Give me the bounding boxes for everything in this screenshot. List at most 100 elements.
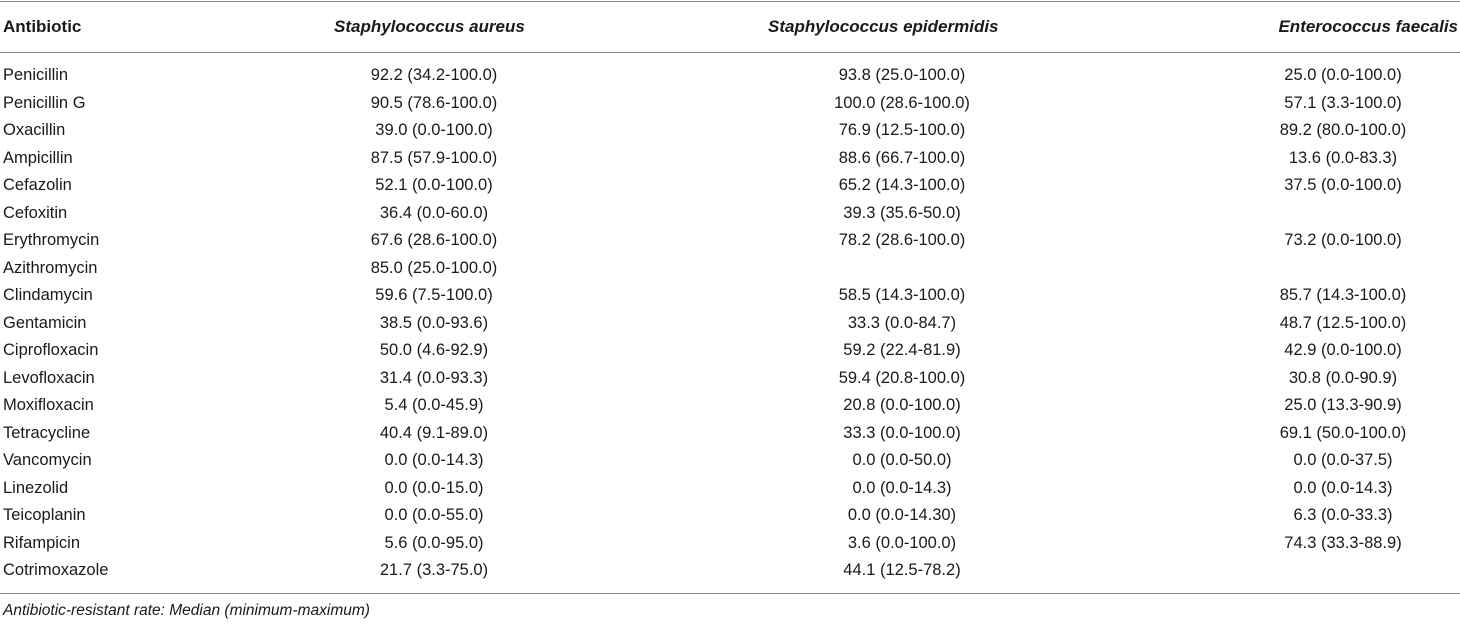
cell-staphylococcus-epidermidis: 93.8 (25.0-100.0) bbox=[838, 66, 966, 84]
cell-enterococcus-faecalis: 0.0 (0.0-14.3) bbox=[1293, 478, 1393, 497]
table-top-rule bbox=[0, 1, 1460, 2]
cell-staphylococcus-aureus: 52.1 (0.0-100.0) bbox=[375, 176, 493, 194]
cell-antibiotic: Linezolid bbox=[3, 478, 69, 497]
cell-staphylococcus-aureus: 21.7 (3.3-75.0) bbox=[379, 561, 489, 579]
table-row: Moxifloxacin 5.4 (0.0-45.9) 20.8 (0.0-100.… bbox=[0, 392, 1460, 420]
header-rule bbox=[0, 52, 1460, 53]
table-row: Ciprofloxacin 50.0 (4.6-92.9) 59.2 (22.4-8… bbox=[0, 337, 1460, 365]
table-row: Levofloxacin 31.4 (0.0-93.3) 59.4 (20.8-10… bbox=[0, 365, 1460, 393]
table-row: Gentamicin 38.5 (0.0-93.6) 33.3 (0.0-84.7)… bbox=[0, 310, 1460, 338]
table-row: Cotrimoxazole 21.7 (3.3-75.0) 44.1 (12.5-7… bbox=[0, 557, 1460, 585]
cell-staphylococcus-aureus: 31.4 (0.0-93.3) bbox=[379, 368, 489, 387]
cell-enterococcus-faecalis: 57.1 (3.3-100.0) bbox=[1284, 93, 1402, 112]
cell-enterococcus-faecalis: 48.7 (12.5-100.0) bbox=[1279, 313, 1407, 332]
table-row: Oxacillin 39.0 (0.0-100.0) 76.9 (12.5-100.… bbox=[0, 117, 1460, 145]
cell-staphylococcus-epidermidis: 65.2 (14.3-100.0) bbox=[838, 176, 966, 194]
cell-enterococcus-faecalis: 0.0 (0.0-37.5) bbox=[1293, 451, 1393, 469]
cell-enterococcus-faecalis: 6.3 (0.0-33.3) bbox=[1293, 506, 1393, 524]
table-row: Penicillin G 90.5 (78.6-100.0) 100.0 (28.6… bbox=[0, 90, 1460, 118]
cell-staphylococcus-aureus: 85.0 (25.0-100.0) bbox=[370, 258, 498, 277]
cell-staphylococcus-aureus: 5.4 (0.0-45.9) bbox=[384, 396, 484, 414]
table-header-row: Antibiotic Staphylococcus aureus Staphyl… bbox=[0, 13, 1460, 41]
cell-staphylococcus-epidermidis: 58.5 (14.3-100.0) bbox=[838, 286, 966, 304]
cell-antibiotic: Clindamycin bbox=[3, 286, 93, 304]
cell-staphylococcus-epidermidis: 39.3 (35.6-50.0) bbox=[843, 203, 961, 222]
cell-enterococcus-faecalis: 73.2 (0.0-100.0) bbox=[1284, 231, 1402, 249]
cell-antibiotic: Levofloxacin bbox=[3, 368, 95, 387]
cell-antibiotic: Cefazolin bbox=[3, 176, 72, 194]
cell-antibiotic: Rifampicin bbox=[3, 533, 81, 552]
cell-staphylococcus-aureus: 50.0 (4.6-92.9) bbox=[379, 341, 489, 359]
cell-antibiotic: Ciprofloxacin bbox=[3, 341, 99, 359]
cell-staphylococcus-epidermidis: 78.2 (28.6-100.0) bbox=[838, 231, 966, 249]
table-row: Linezolid 0.0 (0.0-15.0) 0.0 (0.0-14.3) 0.0… bbox=[0, 475, 1460, 503]
cell-antibiotic: Cefoxitin bbox=[3, 203, 68, 222]
cell-staphylococcus-epidermidis: 76.9 (12.5-100.0) bbox=[838, 121, 966, 139]
cell-staphylococcus-epidermidis: 88.6 (66.7-100.0) bbox=[838, 148, 966, 167]
cell-antibiotic: Teicoplanin bbox=[3, 506, 86, 524]
cell-enterococcus-faecalis: 42.9 (0.0-100.0) bbox=[1284, 341, 1402, 359]
cell-enterococcus-faecalis: 25.0 (0.0-100.0) bbox=[1284, 66, 1402, 84]
table-footnote: Antibiotic-resistant rate: Median (minim… bbox=[3, 602, 370, 619]
cell-antibiotic: Cotrimoxazole bbox=[3, 561, 109, 579]
cell-enterococcus-faecalis: 37.5 (0.0-100.0) bbox=[1284, 176, 1402, 194]
cell-staphylococcus-aureus: 0.0 (0.0-15.0) bbox=[384, 478, 484, 497]
cell-staphylococcus-epidermidis: 0.0 (0.0-14.30) bbox=[847, 506, 957, 524]
table-row: Clindamycin 59.6 (7.5-100.0) 58.5 (14.3-10… bbox=[0, 282, 1460, 310]
cell-staphylococcus-aureus: 0.0 (0.0-55.0) bbox=[384, 506, 484, 524]
cell-staphylococcus-aureus: 87.5 (57.9-100.0) bbox=[370, 148, 498, 167]
cell-antibiotic: Moxifloxacin bbox=[3, 396, 94, 414]
table-row: Azithromycin 85.0 (25.0-100.0) bbox=[0, 255, 1460, 283]
header-staphylococcus-aureus: Staphylococcus aureus bbox=[334, 17, 525, 36]
cell-enterococcus-faecalis: 74.3 (33.3-88.9) bbox=[1284, 533, 1402, 552]
cell-staphylococcus-epidermidis: 44.1 (12.5-78.2) bbox=[843, 561, 961, 579]
cell-staphylococcus-epidermidis: 33.3 (0.0-100.0) bbox=[843, 423, 961, 442]
cell-staphylococcus-aureus: 38.5 (0.0-93.6) bbox=[379, 313, 489, 332]
cell-staphylococcus-aureus: 90.5 (78.6-100.0) bbox=[370, 93, 498, 112]
cell-staphylococcus-aureus: 40.4 (9.1-89.0) bbox=[379, 423, 489, 442]
cell-antibiotic: Vancomycin bbox=[3, 451, 92, 469]
table-row: Vancomycin 0.0 (0.0-14.3) 0.0 (0.0-50.0) 0.… bbox=[0, 447, 1460, 475]
table-row: Rifampicin 5.6 (0.0-95.0) 3.6 (0.0-100.0) 7… bbox=[0, 530, 1460, 558]
table-row: Erythromycin 67.6 (28.6-100.0) 78.2 (28.6-… bbox=[0, 227, 1460, 255]
cell-antibiotic: Ampicillin bbox=[3, 148, 73, 167]
cell-enterococcus-faecalis: 89.2 (80.0-100.0) bbox=[1279, 121, 1407, 139]
cell-antibiotic: Erythromycin bbox=[3, 231, 100, 249]
cell-staphylococcus-aureus: 92.2 (34.2-100.0) bbox=[370, 66, 498, 84]
cell-staphylococcus-epidermidis: 3.6 (0.0-100.0) bbox=[847, 533, 957, 552]
cell-enterococcus-faecalis: 30.8 (0.0-90.9) bbox=[1288, 368, 1398, 387]
cell-staphylococcus-aureus: 5.6 (0.0-95.0) bbox=[384, 533, 484, 552]
cell-enterococcus-faecalis: 85.7 (14.3-100.0) bbox=[1279, 286, 1407, 304]
cell-staphylococcus-epidermidis: 59.4 (20.8-100.0) bbox=[838, 368, 966, 387]
table-row: Penicillin 92.2 (34.2-100.0) 93.8 (25.0-10… bbox=[0, 62, 1460, 90]
header-antibiotic: Antibiotic bbox=[3, 17, 82, 36]
cell-staphylococcus-epidermidis: 20.8 (0.0-100.0) bbox=[843, 396, 961, 414]
cell-antibiotic: Oxacillin bbox=[3, 121, 66, 139]
table-row: Cefazolin 52.1 (0.0-100.0) 65.2 (14.3-100.… bbox=[0, 172, 1460, 200]
cell-antibiotic: Tetracycline bbox=[3, 423, 91, 442]
cell-staphylococcus-aureus: 36.4 (0.0-60.0) bbox=[379, 203, 489, 222]
cell-staphylococcus-aureus: 67.6 (28.6-100.0) bbox=[370, 231, 498, 249]
cell-staphylococcus-aureus: 39.0 (0.0-100.0) bbox=[375, 121, 493, 139]
cell-staphylococcus-epidermidis: 33.3 (0.0-84.7) bbox=[847, 313, 957, 332]
cell-antibiotic: Penicillin bbox=[3, 66, 69, 84]
table-bottom-rule bbox=[0, 593, 1460, 594]
table-row: Ampicillin 87.5 (57.9-100.0) 88.6 (66.7-10… bbox=[0, 145, 1460, 173]
table-row: Teicoplanin 0.0 (0.0-55.0) 0.0 (0.0-14.30)… bbox=[0, 502, 1460, 530]
cell-staphylococcus-epidermidis: 0.0 (0.0-50.0) bbox=[852, 451, 952, 469]
cell-enterococcus-faecalis: 69.1 (50.0-100.0) bbox=[1279, 423, 1407, 442]
table-row: Tetracycline 40.4 (9.1-89.0) 33.3 (0.0-100… bbox=[0, 420, 1460, 448]
cell-enterococcus-faecalis: 25.0 (13.3-90.9) bbox=[1284, 396, 1402, 414]
cell-staphylococcus-epidermidis: 0.0 (0.0-14.3) bbox=[852, 478, 952, 497]
cell-antibiotic: Azithromycin bbox=[3, 258, 98, 277]
table-body: Penicillin 92.2 (34.2-100.0) 93.8 (25.0-10… bbox=[0, 62, 1460, 585]
header-staphylococcus-epidermidis: Staphylococcus epidermidis bbox=[768, 17, 999, 36]
cell-staphylococcus-aureus: 59.6 (7.5-100.0) bbox=[375, 286, 493, 304]
cell-staphylococcus-epidermidis: 59.2 (22.4-81.9) bbox=[843, 341, 961, 359]
table-row: Cefoxitin 36.4 (0.0-60.0) 39.3 (35.6-50.0) bbox=[0, 200, 1460, 228]
cell-staphylococcus-aureus: 0.0 (0.0-14.3) bbox=[384, 451, 484, 469]
header-enterococcus-faecalis: Enterococcus faecalis bbox=[1278, 17, 1458, 36]
cell-antibiotic: Gentamicin bbox=[3, 313, 87, 332]
cell-enterococcus-faecalis: 13.6 (0.0-83.3) bbox=[1288, 148, 1398, 167]
cell-antibiotic: Penicillin G bbox=[3, 93, 86, 112]
